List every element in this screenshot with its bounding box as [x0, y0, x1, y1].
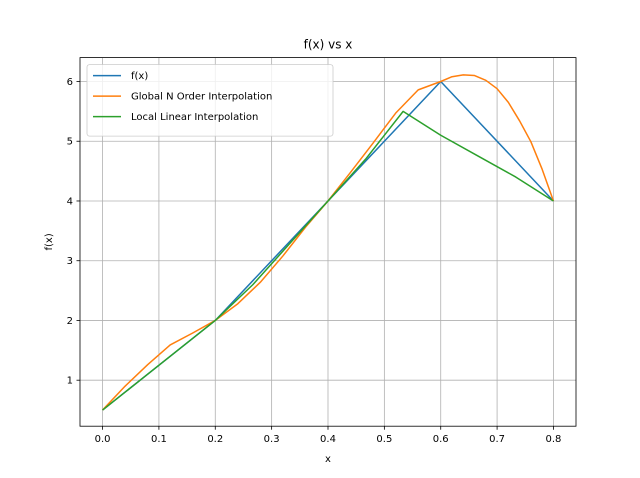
legend: f(x) Global N Order Interpolation Local Li… — [86, 64, 334, 137]
series-line-1 — [102, 74, 555, 411]
x-tick-label: 0.0 — [95, 434, 111, 445]
y-tick-label: 4 — [67, 196, 73, 207]
x-axis-label: x — [325, 454, 331, 465]
chart-title: f(x) vs x — [304, 38, 353, 52]
x-tick-label: 0.4 — [320, 434, 336, 445]
legend-label-0: f(x) — [131, 71, 148, 82]
axis-ticks: 0.0 0.1 0.2 0.3 0.4 0.5 0.6 0.7 0.8 1 2 3 4 5 6 — [67, 77, 562, 445]
x-tick-label: 0.3 — [264, 434, 280, 445]
legend-box — [86, 64, 334, 137]
x-tick-label: 0.5 — [376, 434, 392, 445]
x-tick-label: 0.8 — [546, 434, 562, 445]
y-tick-label: 5 — [67, 137, 73, 148]
y-tick-label: 3 — [67, 256, 73, 267]
x-tick-label: 0.1 — [151, 434, 167, 445]
x-tick-label: 0.2 — [207, 434, 223, 445]
legend-label-2: Local Linear Interpolation — [131, 112, 258, 123]
series-line-2 — [102, 110, 554, 411]
plot-lines — [102, 74, 555, 411]
x-tick-label: 0.7 — [489, 434, 505, 445]
legend-label-1: Global N Order Interpolation — [131, 92, 272, 103]
y-tick-label: 2 — [67, 316, 73, 327]
y-tick-label: 6 — [67, 77, 73, 88]
y-tick-label: 1 — [67, 376, 73, 387]
x-tick-label: 0.6 — [433, 434, 449, 445]
y-axis-label: f(x) — [44, 233, 55, 250]
